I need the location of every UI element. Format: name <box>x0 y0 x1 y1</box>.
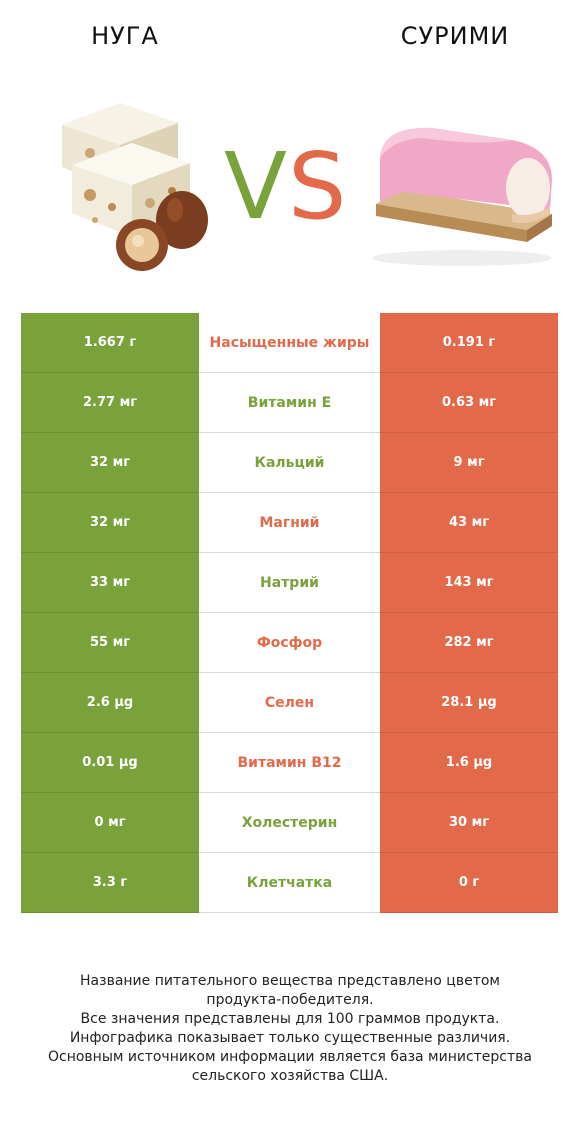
surimi-image <box>372 127 552 266</box>
left-value: 2.6 µg <box>21 673 199 733</box>
right-value: 0.191 г <box>380 313 558 373</box>
nougat-image <box>62 103 208 271</box>
nutrient-name: Клетчатка <box>199 853 380 913</box>
table-row: 32 мг Магний 43 мг <box>21 493 558 553</box>
right-value: 0.63 мг <box>380 373 558 433</box>
right-value: 1.6 µg <box>380 733 558 793</box>
nutrient-name: Насыщенные жиры <box>199 313 380 373</box>
nutrient-name: Фосфор <box>199 613 380 673</box>
right-value: 30 мг <box>380 793 558 853</box>
footer-note: Название питательного вещества представл… <box>20 972 560 1086</box>
nutrient-name: Селен <box>199 673 380 733</box>
table-row: 55 мг Фосфор 282 мг <box>21 613 558 673</box>
footer-line: Все значения представлены для 100 граммо… <box>80 1011 500 1027</box>
footer-line: Основным источником информации является … <box>48 1049 532 1065</box>
footer-line: Название питательного вещества представл… <box>80 973 500 989</box>
right-value: 9 мг <box>380 433 558 493</box>
right-value: 143 мг <box>380 553 558 613</box>
left-value: 0 мг <box>21 793 199 853</box>
vs-s-letter: S <box>288 133 346 232</box>
table-row: 0.01 µg Витамин B12 1.6 µg <box>21 733 558 793</box>
vs-v-letter: V <box>224 133 287 232</box>
left-value: 32 мг <box>21 433 199 493</box>
footer-line: Инфографика показывает только существенн… <box>69 1030 511 1046</box>
table-row: 2.77 мг Витамин E 0.63 мг <box>21 373 558 433</box>
left-value: 2.77 мг <box>21 373 199 433</box>
nutrient-name: Холестерин <box>199 793 380 853</box>
nutrient-name: Магний <box>199 493 380 553</box>
table-row: 32 мг Кальций 9 мг <box>21 433 558 493</box>
left-value: 0.01 µg <box>21 733 199 793</box>
table-row: 0 мг Холестерин 30 мг <box>21 793 558 853</box>
nutrient-name: Кальций <box>199 433 380 493</box>
table-row: 3.3 г Клетчатка 0 г <box>21 853 558 913</box>
right-value: 28.1 µg <box>380 673 558 733</box>
footer-line: сельского хозяйства США. <box>191 1068 389 1084</box>
right-value: 0 г <box>380 853 558 913</box>
left-value: 33 мг <box>21 553 199 613</box>
right-product-title: СУРИМИ <box>400 22 510 50</box>
footer-line: продукта-победителя. <box>206 992 374 1008</box>
left-product-title: НУГА <box>91 22 159 50</box>
nutrient-name: Витамин E <box>199 373 380 433</box>
nutrient-name: Натрий <box>199 553 380 613</box>
vs-logo: V S <box>224 133 346 232</box>
left-value: 1.667 г <box>21 313 199 373</box>
table-row: 1.667 г Насыщенные жиры 0.191 г <box>21 313 558 373</box>
right-value: 43 мг <box>380 493 558 553</box>
right-value: 282 мг <box>380 613 558 673</box>
comparison-table: 1.667 г Насыщенные жиры 0.191 г 2.77 мг Вита… <box>21 313 558 913</box>
table-row: 33 мг Натрий 143 мг <box>21 553 558 613</box>
left-value: 3.3 г <box>21 853 199 913</box>
left-value: 32 мг <box>21 493 199 553</box>
nutrient-name: Витамин B12 <box>199 733 380 793</box>
left-value: 55 мг <box>21 613 199 673</box>
table-row: 2.6 µg Селен 28.1 µg <box>21 673 558 733</box>
